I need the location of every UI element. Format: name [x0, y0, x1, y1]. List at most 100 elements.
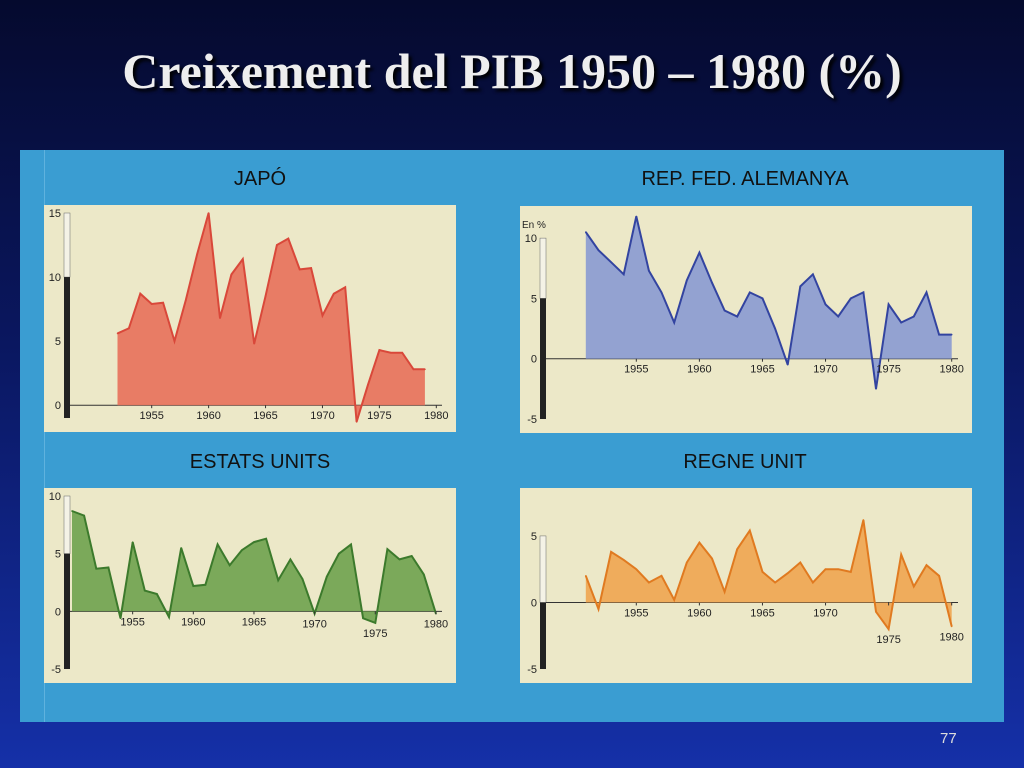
data-point — [173, 340, 176, 342]
y-tick-label: -5 — [527, 414, 537, 426]
data-point — [736, 548, 739, 551]
y-tick-label: 5 — [55, 549, 61, 561]
x-tick-label: 1960 — [687, 364, 711, 376]
data-point — [887, 628, 890, 630]
y-tick-label: -5 — [51, 664, 61, 676]
y-tick-label: 0 — [531, 354, 537, 366]
data-point — [156, 593, 158, 595]
data-point — [824, 303, 827, 306]
data-point — [401, 351, 403, 354]
data-point — [241, 549, 243, 552]
x-tick-label: 1970 — [310, 410, 334, 422]
x-tick-label: 1965 — [242, 616, 266, 628]
data-point — [837, 315, 839, 318]
x-tick-label: 1975 — [363, 628, 387, 640]
data-point — [139, 292, 142, 295]
x-tick-label: 1980 — [939, 631, 963, 643]
series-line — [584, 519, 953, 632]
chart-japo: 0 5 10 15 1955 1960 1965 1970 1975 1980 — [44, 205, 456, 432]
y-tick-label: 0 — [55, 606, 61, 618]
data-point — [192, 585, 195, 587]
data-point — [711, 281, 713, 284]
data-point — [875, 388, 877, 390]
data-point — [761, 297, 764, 300]
data-point — [325, 575, 328, 578]
data-point — [597, 608, 600, 610]
data-point — [799, 561, 802, 564]
data-point — [648, 581, 650, 584]
data-point — [216, 543, 219, 546]
chart-svg: -5 0 5 10 En % 1955 1960 1965 1970 1975 1980 — [522, 215, 964, 426]
data-point — [230, 273, 233, 276]
data-point — [849, 297, 852, 300]
data-point — [799, 285, 802, 288]
data-point — [749, 291, 751, 294]
x-tick-label: 1965 — [750, 607, 774, 619]
data-point — [95, 567, 98, 570]
data-point — [412, 368, 415, 371]
data-point — [219, 317, 221, 319]
data-point — [585, 575, 587, 577]
data-point — [107, 566, 110, 569]
x-tick-label: 1965 — [750, 364, 774, 376]
y-axis-bar — [540, 602, 546, 669]
data-point — [150, 303, 153, 305]
x-tick-label: 1960 — [196, 410, 220, 422]
chart-svg: 0 5 10 15 1955 1960 1965 1970 1975 1980 — [49, 208, 449, 423]
data-point — [711, 557, 713, 560]
data-point — [264, 295, 267, 298]
data-point — [698, 541, 701, 544]
y-tick-label: 10 — [525, 233, 537, 245]
chart-svg: -5 0 5 10 1955 1960 1965 1970 1975 1980 — [49, 491, 448, 676]
y-axis-bar — [540, 298, 546, 419]
data-point — [925, 564, 928, 566]
x-tick-label: 1980 — [424, 410, 448, 422]
data-point — [597, 249, 600, 251]
series-line — [117, 212, 425, 423]
x-tick-label: 1965 — [253, 410, 277, 422]
y-axis-bar-top — [539, 535, 547, 603]
x-tick-label: 1970 — [813, 607, 837, 619]
chart-label-alemanya: REP. FED. ALEMANYA — [641, 168, 849, 190]
x-tick-label: 1975 — [876, 634, 900, 646]
data-point — [585, 231, 587, 233]
data-point — [162, 301, 164, 304]
data-point — [374, 622, 377, 624]
data-point — [698, 251, 701, 254]
y-tick-label: 0 — [55, 400, 61, 412]
data-point — [862, 291, 865, 294]
x-tick-label: 1960 — [181, 616, 205, 628]
data-point — [786, 572, 789, 574]
data-point — [622, 559, 625, 561]
chart-estats-units: -5 0 5 10 1955 1960 1965 1970 1975 1980 — [44, 488, 456, 683]
data-point — [196, 253, 199, 255]
data-point — [116, 332, 119, 335]
panel-divider — [44, 150, 45, 722]
data-point — [938, 333, 940, 336]
chart-label-japo: JAPÓ — [233, 168, 287, 190]
data-point — [824, 568, 827, 570]
data-point — [635, 215, 638, 218]
series-area — [72, 511, 436, 623]
data-point — [287, 237, 290, 240]
data-point — [355, 421, 358, 423]
y-axis-bar — [64, 277, 70, 418]
data-point — [685, 279, 688, 282]
data-point — [338, 552, 340, 555]
data-point — [622, 273, 625, 276]
y-tick-label: 0 — [531, 597, 537, 609]
y-axis-bar-top — [63, 495, 71, 554]
data-point — [83, 514, 85, 517]
data-point — [424, 368, 426, 371]
data-point — [950, 333, 953, 336]
x-tick-label: 1970 — [813, 364, 837, 376]
x-tick-label: 1970 — [302, 619, 326, 631]
data-point — [610, 261, 612, 264]
data-point — [143, 589, 146, 592]
data-point — [837, 568, 839, 570]
data-point — [849, 571, 852, 573]
data-point — [321, 314, 324, 317]
data-point — [423, 573, 425, 576]
data-point — [310, 267, 312, 269]
data-point — [685, 561, 688, 564]
